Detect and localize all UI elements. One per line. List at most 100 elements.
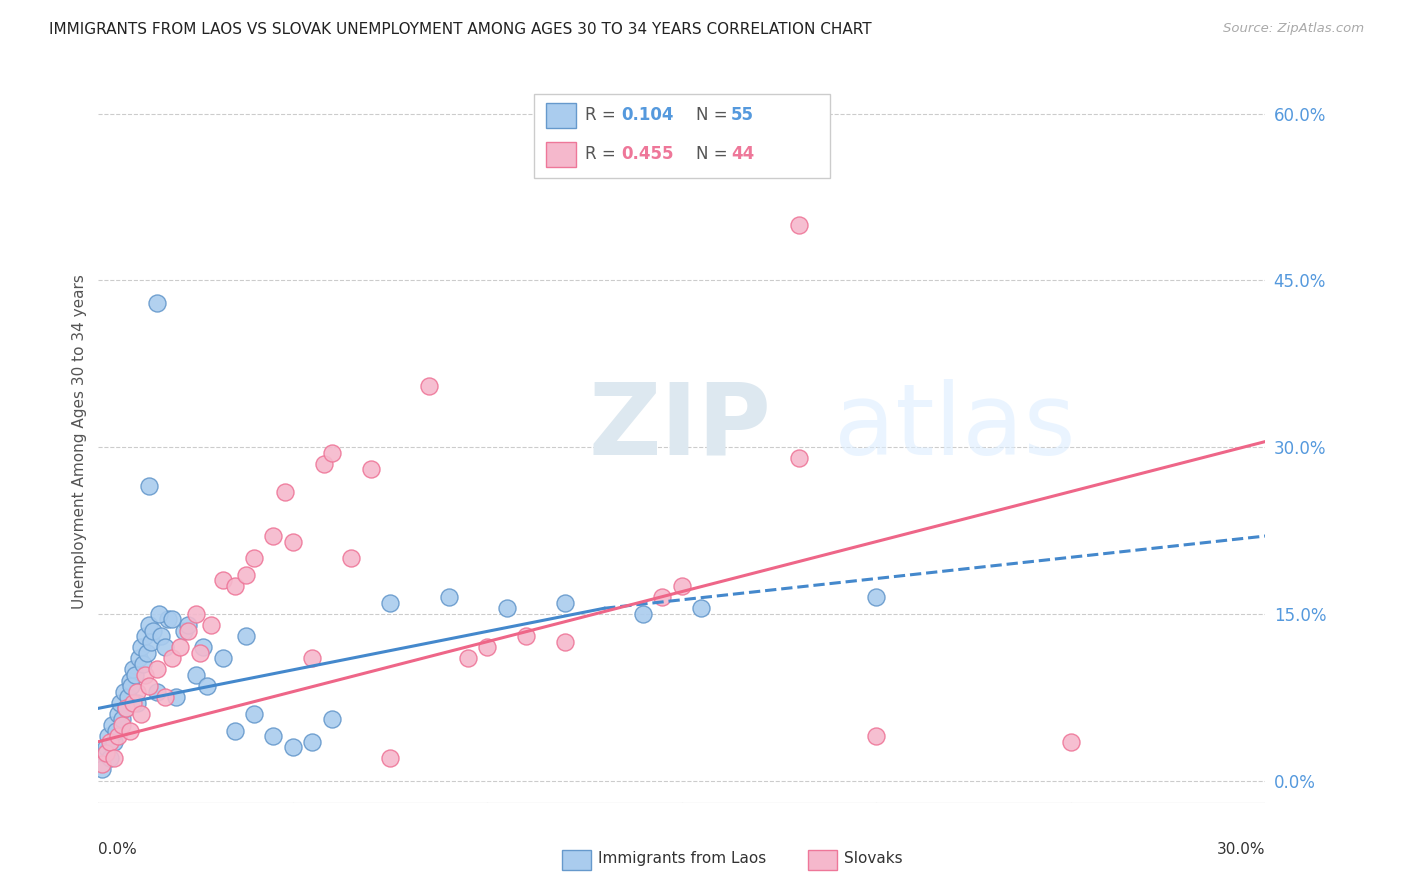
Point xyxy=(162,612,184,626)
Point xyxy=(281,740,304,755)
Point xyxy=(515,629,537,643)
Text: 30.0%: 30.0% xyxy=(1218,842,1265,856)
Point xyxy=(136,646,159,660)
Text: R =: R = xyxy=(585,106,616,124)
Point xyxy=(418,379,440,393)
Point xyxy=(195,679,218,693)
Point xyxy=(91,756,114,771)
Point xyxy=(117,690,139,705)
Point xyxy=(146,684,169,698)
Point xyxy=(129,706,152,721)
Point xyxy=(111,713,134,727)
Point xyxy=(262,729,284,743)
Point xyxy=(554,634,576,648)
Point xyxy=(111,718,134,732)
Point xyxy=(165,690,187,705)
Point xyxy=(146,295,169,310)
Point xyxy=(146,662,169,676)
Point xyxy=(128,651,150,665)
Point xyxy=(108,696,131,710)
Point xyxy=(235,568,257,582)
Point xyxy=(157,612,180,626)
Point xyxy=(107,706,129,721)
Point xyxy=(457,651,479,665)
Point xyxy=(107,729,129,743)
Point xyxy=(134,629,156,643)
Y-axis label: Unemployment Among Ages 30 to 34 years: Unemployment Among Ages 30 to 34 years xyxy=(72,274,87,609)
Point xyxy=(103,751,125,765)
Point xyxy=(142,624,165,638)
Point xyxy=(98,751,121,765)
Text: 55: 55 xyxy=(731,106,754,124)
Point xyxy=(138,679,160,693)
Point xyxy=(177,624,200,638)
Point xyxy=(224,579,246,593)
Point xyxy=(97,729,120,743)
Point xyxy=(865,590,887,604)
Point xyxy=(787,451,810,466)
Point xyxy=(114,701,136,715)
Point xyxy=(690,601,713,615)
Point xyxy=(129,640,152,655)
Point xyxy=(380,751,402,765)
Point xyxy=(104,723,127,738)
Text: Source: ZipAtlas.com: Source: ZipAtlas.com xyxy=(1223,22,1364,36)
Point xyxy=(149,629,172,643)
Point xyxy=(200,618,222,632)
Point xyxy=(139,634,162,648)
Point xyxy=(132,657,155,671)
Point xyxy=(554,596,576,610)
Point xyxy=(118,723,141,738)
Point xyxy=(124,668,146,682)
Point xyxy=(477,640,499,655)
Point xyxy=(262,529,284,543)
Point xyxy=(127,696,149,710)
Point xyxy=(321,713,343,727)
Text: 0.0%: 0.0% xyxy=(98,842,138,856)
Point xyxy=(121,679,143,693)
Text: R =: R = xyxy=(585,145,616,163)
Point xyxy=(193,640,215,655)
Point xyxy=(98,734,121,748)
Point xyxy=(651,590,673,604)
Point xyxy=(103,734,125,748)
Point xyxy=(148,607,170,621)
Point xyxy=(96,746,118,760)
Text: ZIP: ZIP xyxy=(589,378,772,475)
Point xyxy=(787,218,810,232)
Text: N =: N = xyxy=(696,145,727,163)
Point xyxy=(437,590,460,604)
Point xyxy=(865,729,887,743)
Text: Immigrants from Laos: Immigrants from Laos xyxy=(598,851,766,865)
Point xyxy=(188,646,211,660)
Point xyxy=(184,668,207,682)
Point xyxy=(122,696,145,710)
Point xyxy=(93,746,115,760)
Point xyxy=(101,718,124,732)
Text: atlas: atlas xyxy=(834,378,1076,475)
Point xyxy=(1060,734,1083,748)
Point xyxy=(301,734,323,748)
Point xyxy=(153,640,176,655)
Point xyxy=(224,723,246,738)
Point xyxy=(177,618,200,632)
Point xyxy=(134,668,156,682)
Point xyxy=(122,662,145,676)
Point xyxy=(212,651,235,665)
Point xyxy=(631,607,654,621)
Point xyxy=(301,651,323,665)
Point xyxy=(118,673,141,688)
Point xyxy=(138,479,160,493)
Point xyxy=(169,640,191,655)
Point xyxy=(312,457,335,471)
Point xyxy=(184,607,207,621)
Point xyxy=(340,551,363,566)
Text: 44: 44 xyxy=(731,145,755,163)
Text: N =: N = xyxy=(696,106,727,124)
Point xyxy=(96,740,118,755)
Point xyxy=(114,701,136,715)
Point xyxy=(274,484,297,499)
Text: 0.104: 0.104 xyxy=(621,106,673,124)
Point xyxy=(127,684,149,698)
Point xyxy=(671,579,693,593)
